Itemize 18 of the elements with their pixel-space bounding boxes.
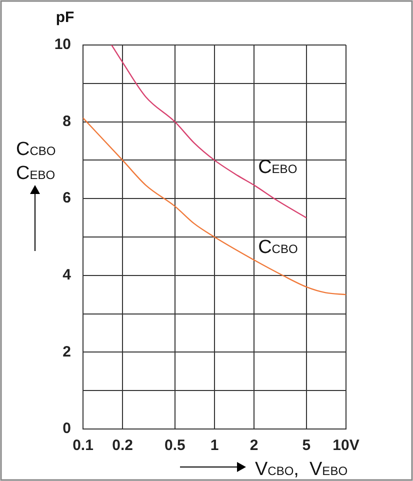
x-axis-title: VCBO, VEBO [255, 459, 348, 480]
y-tick-label: 8 [62, 112, 71, 130]
series-label: CCBO [258, 237, 298, 258]
y-axis-title: CCBO CEBO [16, 139, 56, 184]
x-tick-label: 2 [250, 437, 258, 454]
y-tick-label: 6 [62, 190, 71, 207]
y-tick-label: 2 [62, 343, 71, 360]
x-tick-label: 0.1 [72, 437, 94, 454]
y-tick-label: 4 [62, 266, 72, 284]
series-label: CEBO [258, 157, 298, 178]
y-tick-label: 0 [62, 420, 71, 438]
x-tick-label: 0.5 [164, 437, 186, 454]
x-tick-label: 5 [302, 437, 311, 454]
y-tick-label: 10 [54, 36, 71, 54]
x-tick-label: 1 [210, 437, 219, 454]
x-tick-label: 0.2 [112, 437, 134, 454]
text: pF [56, 9, 74, 26]
x-tick-label: 10V [332, 437, 360, 454]
